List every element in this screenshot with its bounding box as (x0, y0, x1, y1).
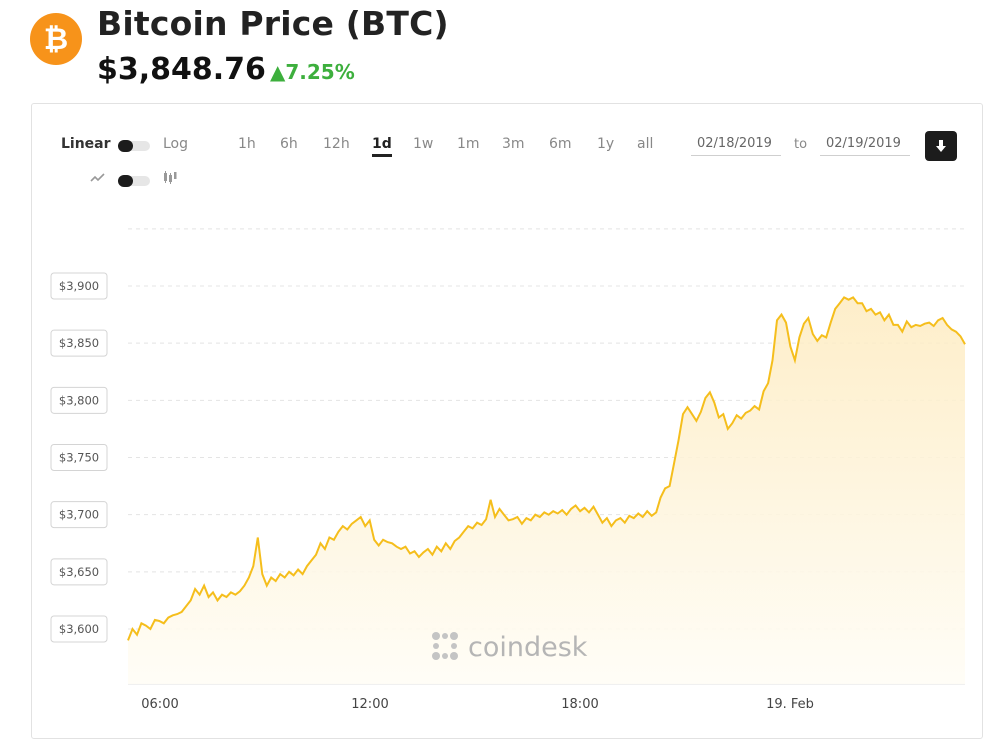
y-tick: $3,700 (50, 501, 108, 529)
coindesk-logo-icon (432, 632, 458, 660)
date-from-input[interactable] (691, 134, 781, 156)
y-tick-label: $3,650 (59, 565, 99, 579)
download-button[interactable] (925, 131, 957, 161)
coindesk-watermark: coindesk (432, 632, 588, 663)
download-icon (936, 140, 946, 152)
range-button-3m[interactable]: 3m (502, 136, 525, 152)
scale-linear-label[interactable]: Linear (61, 136, 111, 152)
y-tick-label: $3,900 (59, 279, 99, 293)
range-button-1y[interactable]: 1y (597, 136, 615, 152)
y-tick: $3,850 (50, 329, 108, 357)
range-button-1w[interactable]: 1w (413, 136, 434, 152)
scale-toggle[interactable] (118, 140, 150, 152)
y-tick-box (50, 272, 108, 300)
range-button-12h[interactable]: 12h (323, 136, 350, 152)
y-tick: $3,800 (50, 386, 108, 414)
range-button-6m[interactable]: 6m (549, 136, 572, 152)
y-tick-box (50, 615, 108, 643)
x-tick-label: 06:00 (141, 697, 178, 712)
range-button-1h[interactable]: 1h (238, 136, 256, 152)
y-tick-label: $3,600 (59, 622, 99, 636)
x-tick-label: 19. Feb (766, 697, 814, 712)
line-chart-icon[interactable] (90, 172, 106, 184)
watermark-text: coindesk (468, 632, 588, 663)
candlestick-icon[interactable] (163, 170, 177, 186)
y-axis: $3,600 $3,650 $3,700 $3,750 $3,800 $3,850 $3,9… (50, 272, 108, 643)
date-to-input[interactable] (820, 134, 910, 156)
x-axis: 06:00 12:00 18:00 19. Feb (141, 697, 814, 712)
bitcoin-logo-icon: ₿ (30, 13, 82, 65)
range-button-1d[interactable]: 1d (372, 136, 392, 157)
range-button-1m[interactable]: 1m (457, 136, 480, 152)
x-tick-label: 18:00 (561, 697, 598, 712)
y-tick-box (50, 386, 108, 414)
y-tick-label: $3,800 (59, 393, 99, 407)
price-change-badge: ▲7.25% (270, 60, 355, 84)
price-area-fill (128, 297, 965, 684)
x-tick-label: 12:00 (351, 697, 388, 712)
y-tick-box (50, 329, 108, 357)
y-tick-label: $3,850 (59, 336, 99, 350)
y-tick-box (50, 444, 108, 471)
range-button-all[interactable]: all (637, 136, 654, 152)
y-tick: $3,600 (50, 615, 108, 643)
current-price: $3,848.76 (97, 52, 266, 87)
chart-style-toggle-knob (118, 175, 133, 187)
price-line (127, 296, 966, 641)
y-tick: $3,900 (50, 272, 108, 300)
y-tick: $3,750 (50, 444, 108, 471)
y-tick: $3,650 (50, 558, 108, 586)
page-title: Bitcoin Price (BTC) (97, 4, 449, 43)
scale-log-label[interactable]: Log (163, 136, 189, 152)
y-tick-label: $3,700 (59, 508, 99, 522)
date-to-separator: to (794, 137, 808, 152)
chart-style-toggle[interactable] (118, 175, 150, 187)
y-tick-box (50, 501, 108, 529)
y-tick-box (50, 558, 108, 586)
y-tick-label: $3,750 (59, 451, 99, 465)
scale-toggle-knob (118, 140, 133, 152)
range-button-6h[interactable]: 6h (280, 136, 298, 152)
